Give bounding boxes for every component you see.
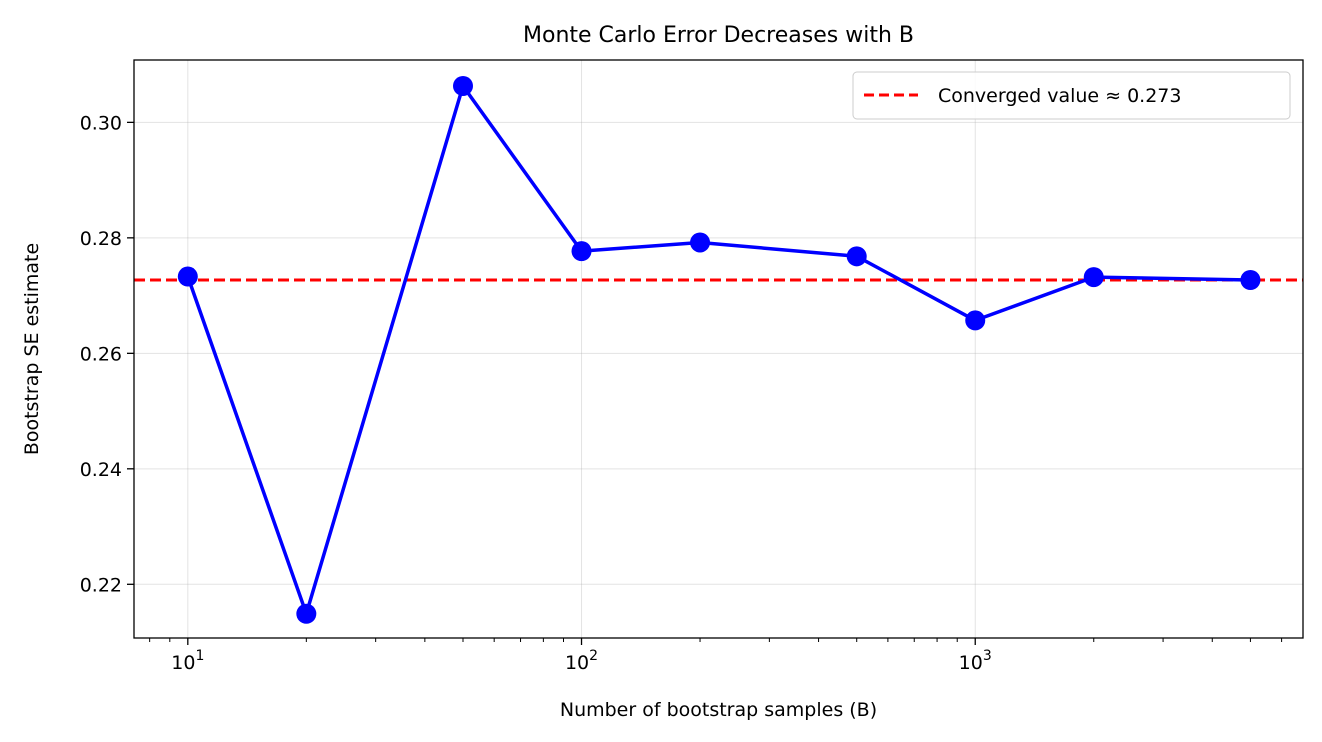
data-point: [453, 75, 474, 96]
series-group: [177, 75, 1261, 624]
y-tick-label: 0.24: [80, 459, 122, 481]
ticks: 0.22 0.24 0.26 0.28 0.30 101 102 103: [80, 112, 1283, 674]
data-point: [846, 246, 867, 267]
y-tick-label: 0.28: [80, 228, 122, 250]
x-tick-label: 103: [959, 648, 992, 674]
legend-box: [852, 71, 1291, 120]
grid: [134, 60, 1303, 638]
y-tick-label: 0.22: [80, 574, 122, 596]
data-point: [1240, 269, 1261, 290]
y-tick-label: 0.26: [80, 343, 122, 365]
data-point: [177, 266, 198, 287]
chart-title: Monte Carlo Error Decreases with B: [523, 23, 914, 48]
y-tick-label: 0.30: [80, 112, 122, 134]
data-point: [296, 603, 317, 624]
legend: Converged value ≈ 0.273: [852, 71, 1291, 120]
legend-label-converged: Converged value ≈ 0.273: [938, 85, 1181, 107]
data-point: [690, 232, 711, 253]
x-axis-label: Number of bootstrap samples (B): [560, 699, 877, 721]
data-point: [1083, 267, 1104, 288]
data-point: [571, 241, 592, 262]
y-axis-label: Bootstrap SE estimate: [21, 243, 43, 455]
x-tick-label: 101: [171, 648, 204, 674]
x-tick-label: 102: [565, 648, 598, 674]
plot-frame: [133, 59, 1304, 639]
data-point: [965, 310, 986, 331]
